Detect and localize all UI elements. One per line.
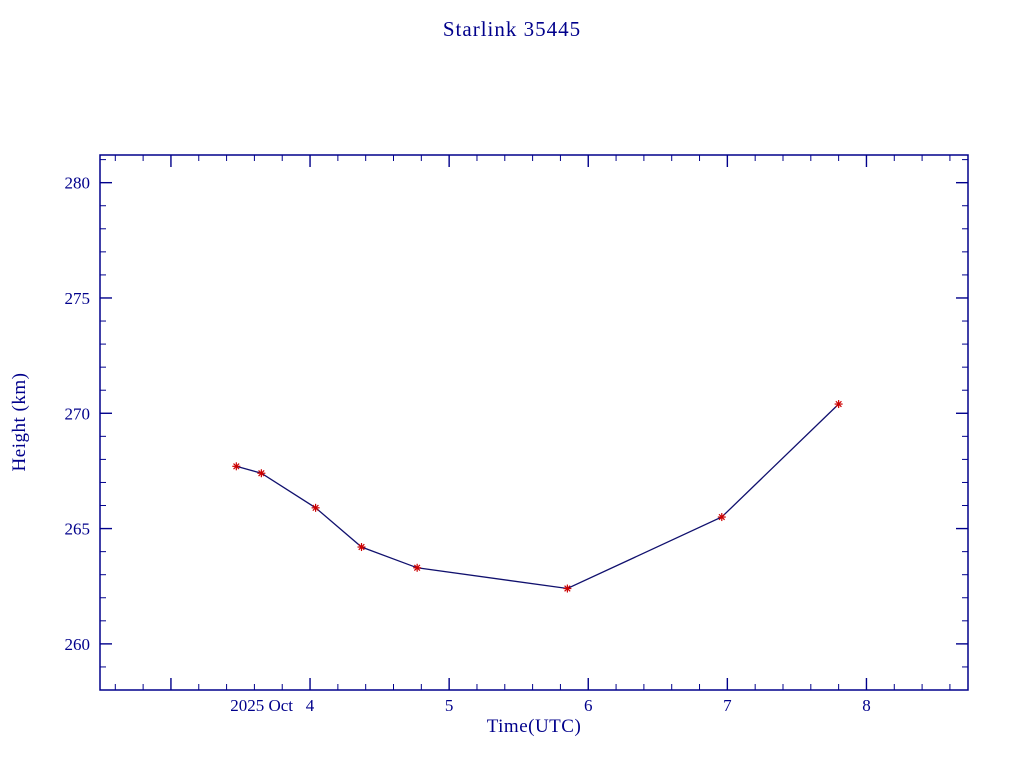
y-tick-label: 260 <box>65 635 91 654</box>
plot-line <box>236 403 840 590</box>
plot-border <box>99 154 969 691</box>
data-point-marker <box>717 513 726 522</box>
x-tick-label: 5 <box>445 696 454 715</box>
y-tick-label: 265 <box>65 520 91 539</box>
x-tick-label: 6 <box>584 696 593 715</box>
x-tick-label: 7 <box>723 696 732 715</box>
x-tick-label: 4 <box>306 696 315 715</box>
x-axis-date-prefix: 2025 Oct <box>230 696 293 715</box>
data-point-marker <box>413 563 422 572</box>
data-point-marker <box>232 462 241 471</box>
y-tick-label: 275 <box>65 289 91 308</box>
y-tick-label: 270 <box>65 404 91 423</box>
x-axis-label: Time(UTC) <box>486 716 582 737</box>
data-point-marker <box>834 400 843 409</box>
data-point-marker <box>257 469 266 478</box>
y-tick-label: 280 <box>65 174 91 193</box>
data-point-marker <box>311 503 320 512</box>
data-point-marker <box>357 543 366 552</box>
chart-title: Starlink 35445 <box>442 17 582 41</box>
data-point-marker <box>563 584 572 593</box>
x-tick-label: 8 <box>862 696 871 715</box>
